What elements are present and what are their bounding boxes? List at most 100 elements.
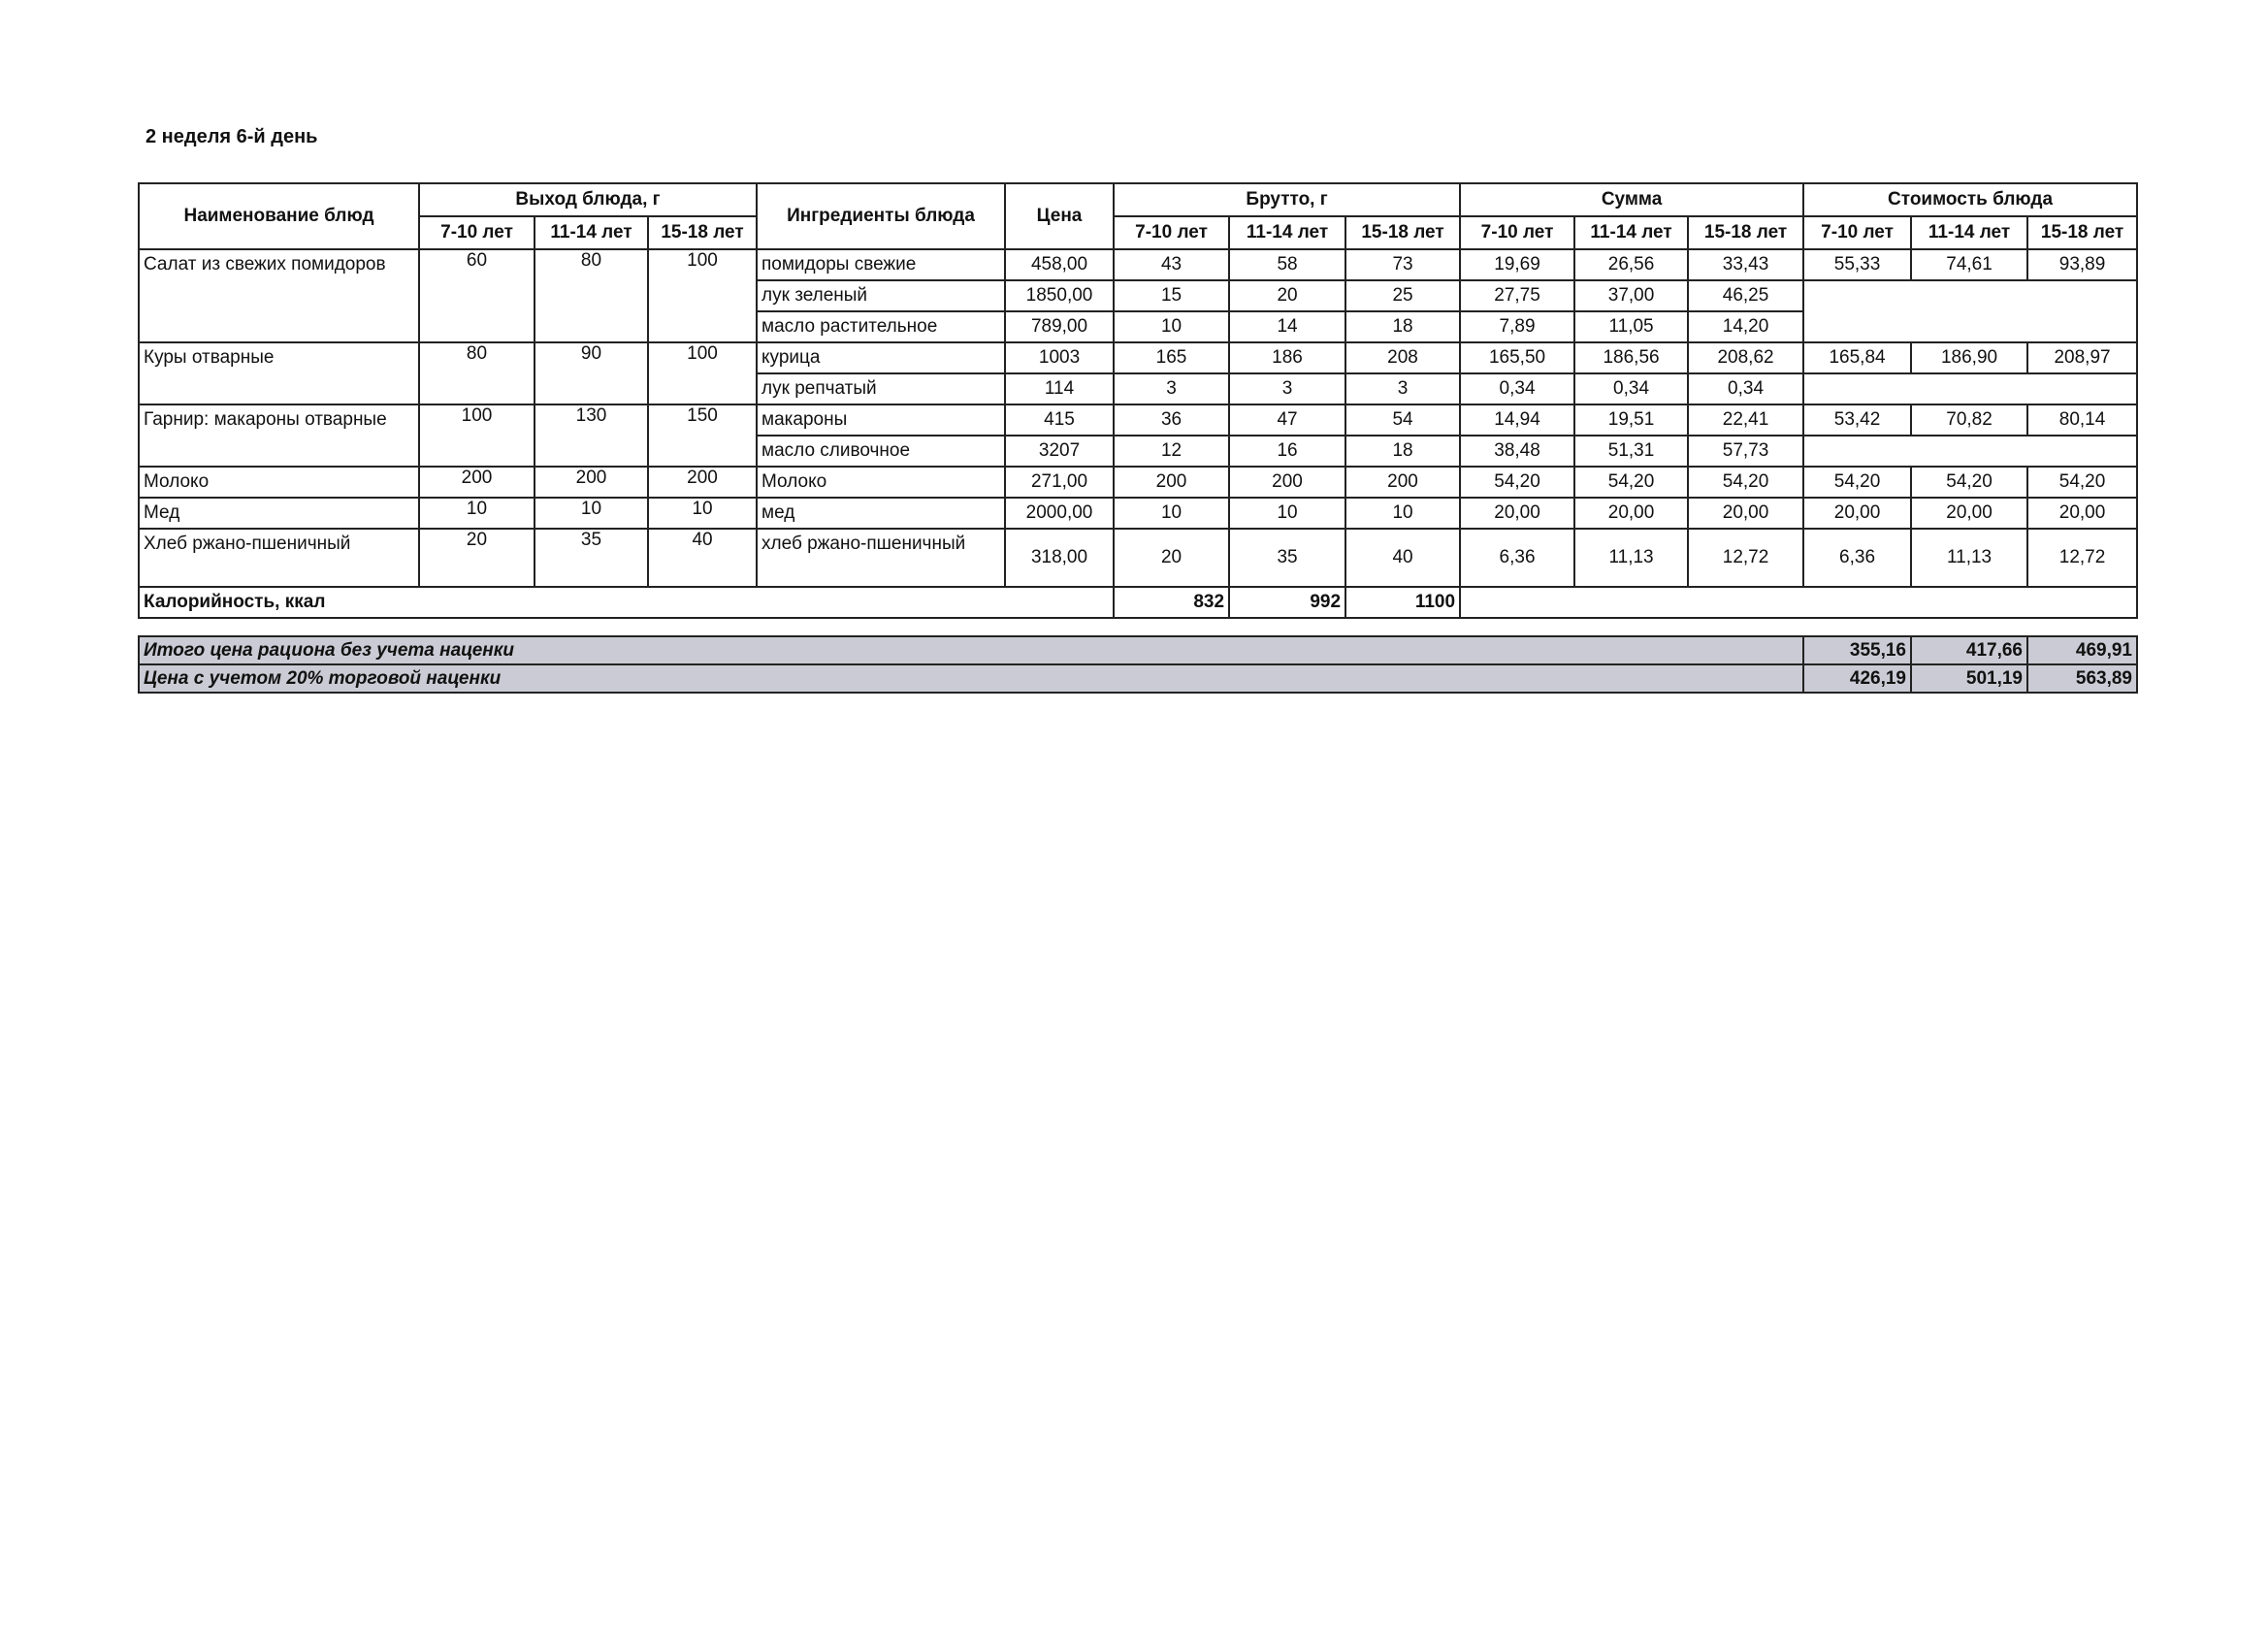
brutto-value: 186 bbox=[1228, 341, 1347, 374]
header-price: Цена bbox=[1004, 182, 1116, 250]
sum-value: 0,34 bbox=[1573, 372, 1690, 405]
brutto-value: 25 bbox=[1345, 279, 1462, 312]
yield-value: 90 bbox=[534, 341, 649, 405]
header-age: 11-14 лет bbox=[1573, 215, 1690, 250]
sum-value: 0,34 bbox=[1687, 372, 1805, 405]
sum-value: 54,20 bbox=[1459, 466, 1576, 499]
dish-cost-value: 20,00 bbox=[1910, 497, 2029, 530]
sum-value: 38,48 bbox=[1459, 435, 1576, 468]
table-row: Гарнир: макароны отварные 100 130 150 макаро… bbox=[138, 404, 2139, 468]
ingredient-name: масло растительное bbox=[756, 310, 1007, 343]
sum-value: 0,34 bbox=[1459, 372, 1576, 405]
ingredient-price: 3207 bbox=[1004, 435, 1116, 468]
dish-cost-value: 93,89 bbox=[2026, 248, 2139, 281]
summary-value: 469,91 bbox=[2026, 635, 2138, 665]
ingredient-price: 789,00 bbox=[1004, 310, 1116, 343]
yield-value: 80 bbox=[534, 248, 649, 343]
brutto-value: 208 bbox=[1345, 341, 1462, 374]
ingredient-price: 1003 bbox=[1004, 341, 1116, 374]
yield-value: 100 bbox=[646, 341, 759, 405]
page-title: 2 неделя 6-й день bbox=[146, 126, 318, 147]
header-age: 11-14 лет bbox=[1228, 215, 1347, 250]
sum-value: 20,00 bbox=[1573, 497, 1690, 530]
brutto-value: 20 bbox=[1228, 279, 1347, 312]
yield-value: 10 bbox=[646, 497, 759, 530]
table-row: Салат из свежих помидоров 60 80 100 помидоры… bbox=[138, 248, 2139, 343]
brutto-value: 58 bbox=[1228, 248, 1347, 281]
sum-value: 14,20 bbox=[1687, 310, 1805, 343]
ingredient-name: курица bbox=[756, 341, 1007, 374]
summary-value: 417,66 bbox=[1910, 635, 2028, 665]
brutto-value: 18 bbox=[1345, 310, 1462, 343]
sum-value: 11,05 bbox=[1573, 310, 1690, 343]
sum-value: 20,00 bbox=[1687, 497, 1805, 530]
brutto-value: 3 bbox=[1113, 372, 1231, 405]
yield-value: 10 bbox=[418, 497, 535, 530]
dish-name: Молоко bbox=[138, 466, 420, 499]
dish-cost-value: 55,33 bbox=[1802, 248, 1913, 281]
dish-name: Гарнир: макароны отварные bbox=[138, 404, 420, 468]
brutto-value: 20 bbox=[1113, 528, 1231, 588]
ingredient-price: 318,00 bbox=[1004, 528, 1116, 588]
brutto-value: 10 bbox=[1113, 310, 1231, 343]
summary-label: Итого цена рациона без учета наценки bbox=[138, 635, 1804, 665]
sum-value: 6,36 bbox=[1459, 528, 1576, 588]
summary-value: 563,89 bbox=[2026, 663, 2138, 694]
sum-value: 26,56 bbox=[1573, 248, 1690, 281]
dish-cost-value: 6,36 bbox=[1802, 528, 1913, 588]
ingredient-price: 271,00 bbox=[1004, 466, 1116, 499]
dish-cost-value: 54,20 bbox=[1910, 466, 2029, 499]
brutto-value: 12 bbox=[1113, 435, 1231, 468]
ingredient-name: Молоко bbox=[756, 466, 1007, 499]
yield-value: 200 bbox=[418, 466, 535, 499]
sum-value: 46,25 bbox=[1687, 279, 1805, 312]
summary-row: Цена с учетом 20% торговой наценки 426,19… bbox=[138, 663, 2138, 694]
dish-cost-value: 208,97 bbox=[2026, 341, 2139, 374]
dish-name: Хлеб ржано-пшеничный bbox=[138, 528, 420, 588]
sum-value: 14,94 bbox=[1459, 404, 1576, 436]
summary-value: 426,19 bbox=[1802, 663, 1912, 694]
brutto-value: 18 bbox=[1345, 435, 1462, 468]
summary-row: Итого цена рациона без учета наценки 355,… bbox=[138, 635, 2138, 665]
header-age: 7-10 лет bbox=[1113, 215, 1231, 250]
dish-cost-value: 53,42 bbox=[1802, 404, 1913, 436]
dish-name: Мед bbox=[138, 497, 420, 530]
header-age: 7-10 лет bbox=[1802, 215, 1913, 250]
sum-value: 186,56 bbox=[1573, 341, 1690, 374]
empty-cell bbox=[1802, 435, 2139, 468]
table-row: Мед 10 10 10 мед 2000,00 10 10 10 20,00 20,00 20,00… bbox=[138, 497, 2139, 530]
table-row: Куры отварные 80 90 100 курица 1003 165 186 208 1… bbox=[138, 341, 2139, 405]
empty-cell bbox=[1802, 279, 2139, 343]
ingredient-price: 114 bbox=[1004, 372, 1116, 405]
empty-cell bbox=[1459, 586, 2139, 619]
header-cost: Стоимость блюда bbox=[1802, 182, 2139, 217]
header-age: 15-18 лет bbox=[646, 215, 759, 250]
sum-value: 51,31 bbox=[1573, 435, 1690, 468]
table-row: лук репчатый 114 3 3 3 0,34 0,34 0,34 bbox=[139, 372, 2139, 405]
summary-table: Итого цена рациона без учета наценки 355,… bbox=[138, 635, 2138, 694]
dish-cost-value: 54,20 bbox=[1802, 466, 1913, 499]
brutto-value: 40 bbox=[1345, 528, 1462, 588]
summary-label: Цена с учетом 20% торговой наценки bbox=[138, 663, 1804, 694]
ingredient-name: масло сливочное bbox=[756, 435, 1007, 468]
brutto-value: 73 bbox=[1345, 248, 1462, 281]
ingredient-price: 415 bbox=[1004, 404, 1116, 436]
table-row: масло растительное 789,00 10 14 18 7,89 11,05 1… bbox=[139, 310, 2137, 343]
dish-cost-value: 11,13 bbox=[1910, 528, 2029, 588]
yield-value: 150 bbox=[646, 404, 759, 468]
dish-cost-value: 54,20 bbox=[2026, 466, 2139, 499]
sum-value: 208,62 bbox=[1687, 341, 1805, 374]
table-row: масло сливочное 3207 12 16 18 38,48 51,31 57,73 bbox=[139, 435, 2139, 468]
yield-value: 35 bbox=[534, 528, 649, 588]
sum-value: 19,51 bbox=[1573, 404, 1690, 436]
header-sum: Сумма bbox=[1459, 182, 1805, 217]
sum-value: 20,00 bbox=[1459, 497, 1576, 530]
dish-cost-value: 20,00 bbox=[2026, 497, 2139, 530]
dish-cost-value: 80,14 bbox=[2026, 404, 2139, 436]
sum-value: 27,75 bbox=[1459, 279, 1576, 312]
yield-value: 100 bbox=[646, 248, 759, 343]
dish-cost-value: 20,00 bbox=[1802, 497, 1913, 530]
header-age: 11-14 лет bbox=[534, 215, 649, 250]
sum-value: 19,69 bbox=[1459, 248, 1576, 281]
dish-cost-value: 165,84 bbox=[1802, 341, 1913, 374]
